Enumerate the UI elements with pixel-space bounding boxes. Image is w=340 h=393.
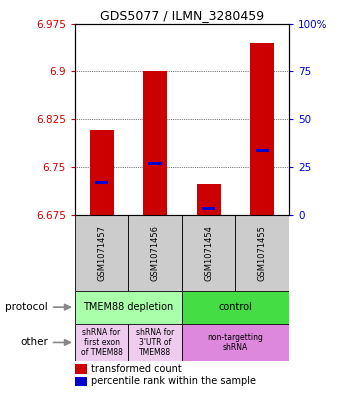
Bar: [182, 323, 289, 361]
Text: protocol: protocol: [5, 302, 48, 312]
Bar: [75, 323, 129, 361]
Bar: [202, 207, 215, 210]
Text: percentile rank within the sample: percentile rank within the sample: [91, 376, 256, 386]
Bar: [89, 130, 114, 215]
Bar: [75, 215, 128, 291]
Text: TMEM88 depletion: TMEM88 depletion: [83, 302, 173, 312]
Bar: [75, 364, 87, 374]
Bar: [75, 376, 87, 386]
Text: GSM1071456: GSM1071456: [151, 225, 159, 281]
Text: control: control: [219, 302, 252, 312]
Bar: [143, 72, 167, 215]
Bar: [149, 162, 162, 165]
Text: other: other: [20, 338, 48, 347]
Text: GSM1071457: GSM1071457: [97, 225, 106, 281]
Bar: [182, 215, 235, 291]
Title: GDS5077 / ILMN_3280459: GDS5077 / ILMN_3280459: [100, 9, 264, 22]
Text: non-targetting
shRNA: non-targetting shRNA: [207, 333, 264, 352]
Bar: [129, 215, 182, 291]
Text: GSM1071455: GSM1071455: [258, 225, 267, 281]
Text: shRNA for
3'UTR of
TMEM88: shRNA for 3'UTR of TMEM88: [136, 327, 174, 357]
Text: GSM1071454: GSM1071454: [204, 225, 213, 281]
Bar: [250, 43, 274, 215]
Bar: [75, 291, 182, 323]
Bar: [197, 184, 221, 215]
Text: shRNA for
first exon
of TMEM88: shRNA for first exon of TMEM88: [81, 327, 122, 357]
Bar: [95, 181, 108, 184]
Bar: [129, 323, 182, 361]
Bar: [182, 291, 289, 323]
Bar: [235, 215, 289, 291]
Bar: [256, 149, 269, 152]
Text: transformed count: transformed count: [91, 364, 182, 374]
